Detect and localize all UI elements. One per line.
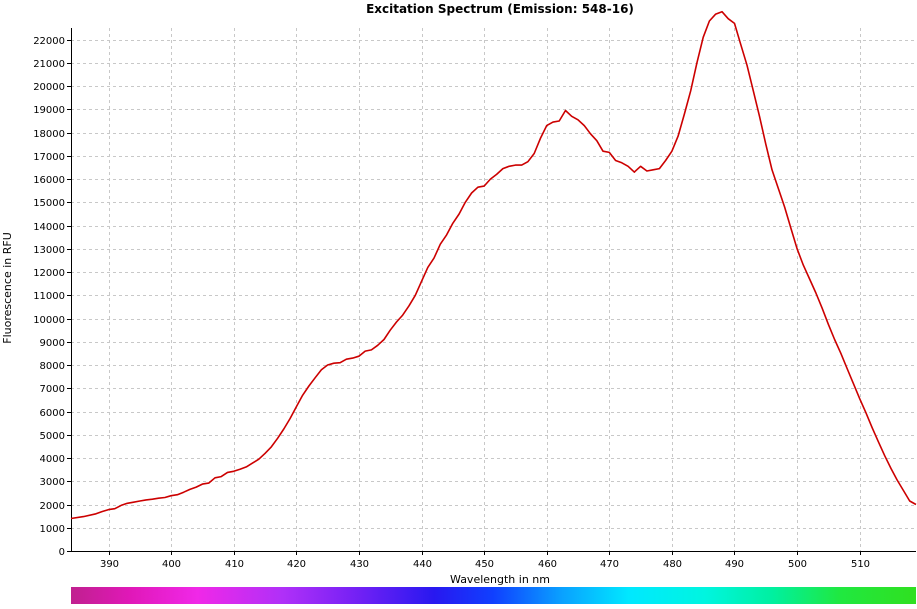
y-tick-label: 12000 [33,268,65,279]
x-tick-label: 410 [225,559,244,570]
x-tick-label: 490 [725,559,744,570]
y-tick-label: 18000 [33,129,65,140]
y-tick-label: 8000 [40,361,65,372]
label-layer: Excitation Spectrum (Emission: 548-16) W… [1,2,634,586]
x-tick-label: 500 [788,559,807,570]
y-tick-label: 0 [59,547,65,558]
x-tick-label: 450 [475,559,494,570]
y-tick-label: 19000 [33,105,65,116]
y-tick-label: 15000 [33,198,65,209]
x-tick-label: 440 [413,559,432,570]
y-tick-label: 4000 [40,454,65,465]
x-tick-label: 400 [162,559,181,570]
y-tick-label: 7000 [40,384,65,395]
y-tick-label: 2000 [40,501,65,512]
chart-title: Excitation Spectrum (Emission: 548-16) [366,2,634,16]
y-tick-label: 5000 [40,431,65,442]
grid-layer [71,28,916,551]
y-tick-label: 9000 [40,338,65,349]
spectrum-line [70,10,917,520]
x-tick-label: 470 [600,559,619,570]
y-tick-label: 20000 [33,82,65,93]
y-tick-label: 10000 [33,315,65,326]
y-tick-label: 1000 [40,524,65,535]
x-tick-label: 510 [851,559,870,570]
x-tick-label: 390 [100,559,119,570]
x-tick-label: 420 [287,559,306,570]
y-tick-label: 11000 [33,291,65,302]
y-tick-label: 22000 [33,36,65,47]
x-tick-label: 460 [538,559,557,570]
y-tick-label: 16000 [33,175,65,186]
x-axis-title: Wavelength in nm [450,573,550,586]
series-layer [70,10,917,520]
y-tick-label: 21000 [33,59,65,70]
y-tick-label: 6000 [40,408,65,419]
wavelength-spectrum-bar [71,587,916,604]
axis-layer: 0 1000 2000 3000 4000 5000 6000 7000 8000 9000 100… [33,28,916,570]
y-axis-title: Fluorescence in RFU [1,232,14,344]
y-tick-label: 3000 [40,477,65,488]
y-tick-label: 14000 [33,222,65,233]
x-tick-label: 430 [350,559,369,570]
y-tick-label: 17000 [33,152,65,163]
x-tick-label: 480 [663,559,682,570]
y-tick-label: 13000 [33,245,65,256]
